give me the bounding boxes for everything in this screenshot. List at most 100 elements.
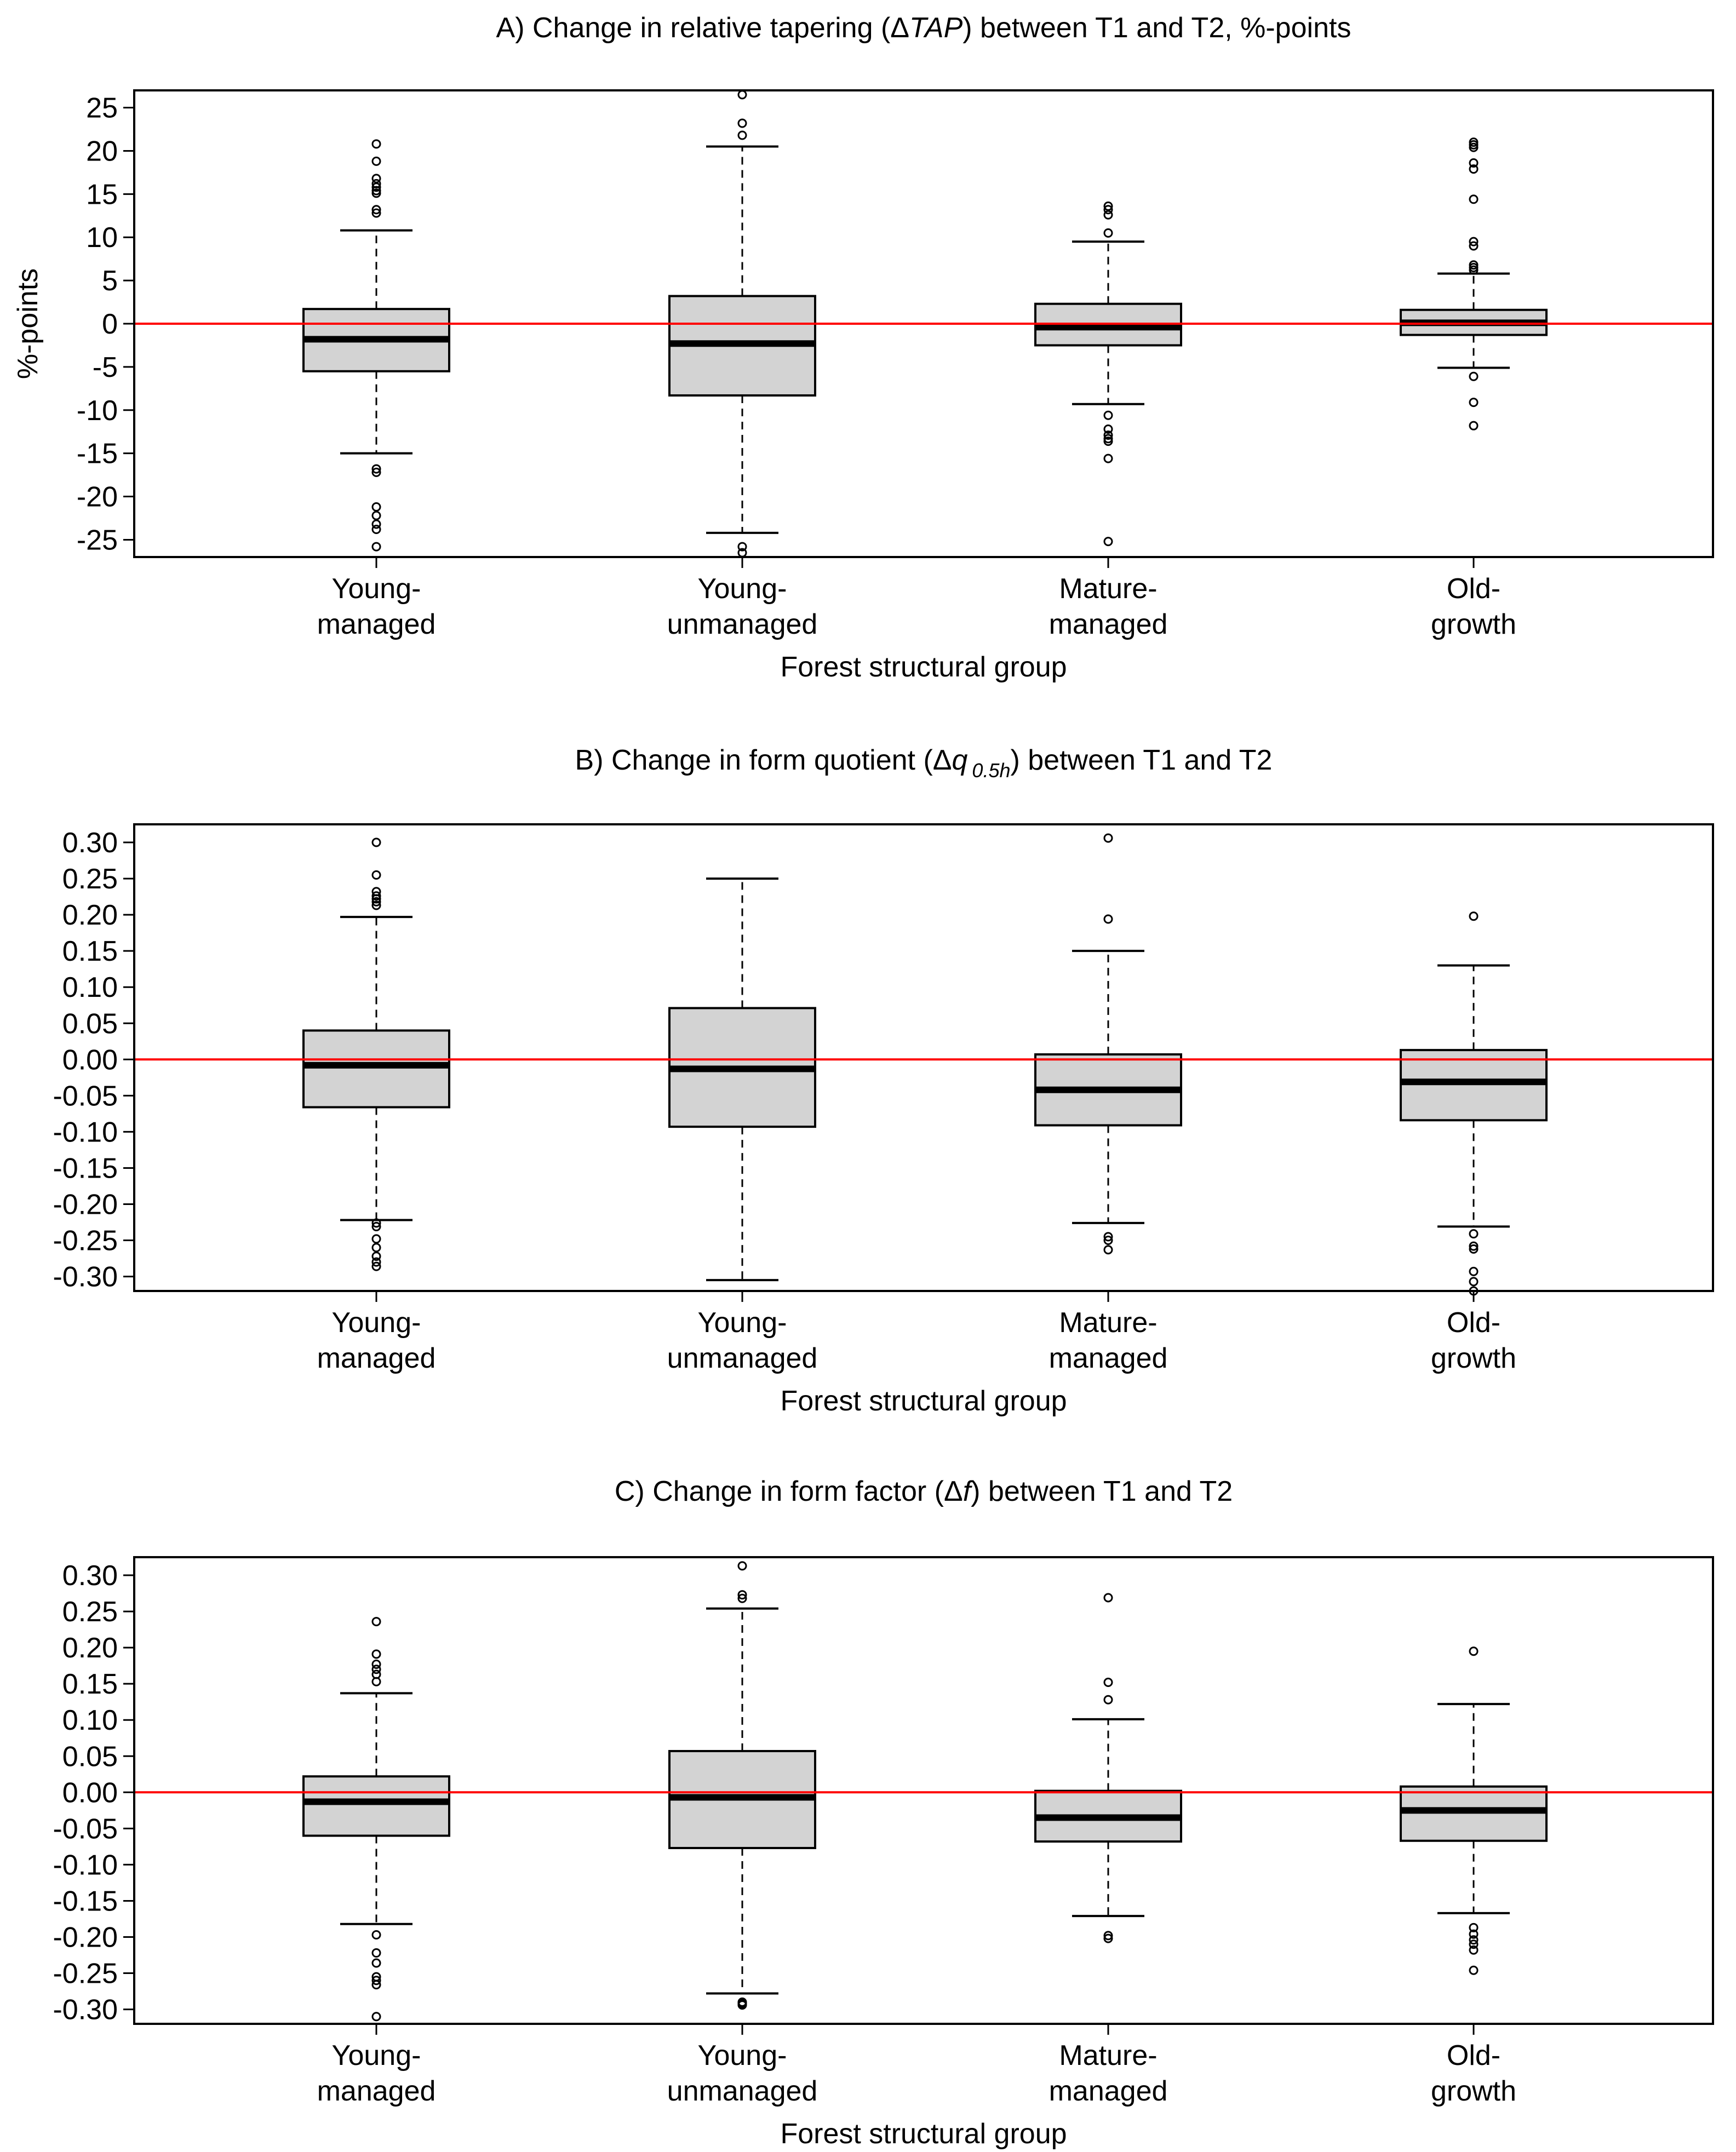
outlier-point (371, 1617, 381, 1627)
outlier-point (1103, 454, 1113, 463)
outlier-point (1469, 142, 1479, 152)
box-group (1034, 201, 1182, 547)
outlier-point (371, 156, 381, 166)
outlier-point (1469, 398, 1479, 408)
outlier-point (737, 1561, 747, 1571)
box-group (668, 1561, 816, 2010)
outlier-point (737, 2000, 747, 2010)
y-tick-label: -0.25 (53, 1225, 118, 1257)
x-tick-label: Young- (332, 573, 421, 605)
y-tick-label: -15 (77, 438, 118, 470)
outlier-point (737, 1593, 747, 1603)
outlier-point (1103, 228, 1113, 238)
outlier-point (371, 870, 381, 880)
outlier-point (371, 188, 381, 198)
y-tick-label: -0.15 (53, 1885, 118, 1917)
title-symbol: f (963, 1476, 973, 1507)
box-group (302, 837, 450, 1271)
plot-frame (133, 89, 1714, 558)
outlier-point (371, 1958, 381, 1968)
outlier-point (1103, 1678, 1113, 1688)
outlier-point (371, 208, 381, 218)
outlier-point (1469, 1939, 1479, 1949)
box-group (1400, 911, 1548, 1296)
x-tick-label: Young- (332, 2040, 421, 2071)
title-suffix: ) between T1 and T2, %-points (962, 12, 1351, 44)
title-prefix: C) Change in form factor (Δ (615, 1476, 963, 1507)
outlier-point (371, 1221, 381, 1231)
x-tick-label: Young- (698, 2040, 787, 2071)
outlier-point (1469, 1646, 1479, 1656)
outlier-point (1103, 914, 1113, 924)
box-group (668, 877, 816, 1282)
outlier-point (1103, 1593, 1113, 1603)
outlier-point (1469, 371, 1479, 381)
title-subscript: 0.5h (972, 759, 1010, 782)
y-tick-label: -20 (77, 481, 118, 513)
outlier-point (1469, 237, 1479, 246)
title-prefix: B) Change in form quotient (Δ (575, 744, 952, 776)
outlier-point (371, 1261, 381, 1271)
outlier-point (371, 464, 381, 474)
outlier-point (371, 1677, 381, 1686)
outlier-point (371, 1659, 381, 1669)
y-tick-label: -0.15 (53, 1152, 118, 1184)
outlier-point (371, 2012, 381, 2022)
x-axis-label: Forest structural group (780, 651, 1067, 683)
y-tick-label: 0.05 (62, 1741, 118, 1772)
outlier-point (371, 1649, 381, 1659)
y-tick-label: -0.05 (53, 1813, 118, 1845)
outlier-point (371, 1218, 381, 1228)
outlier-point (1103, 201, 1113, 211)
x-tick-label: managed (317, 1342, 436, 1374)
y-tick-label: 0.00 (62, 1044, 118, 1076)
y-tick-label: 0 (102, 308, 118, 340)
y-tick-label: 0.20 (62, 1632, 118, 1664)
box-group (1400, 1646, 1548, 1975)
outlier-point (371, 174, 381, 183)
y-tick-label: -10 (77, 395, 118, 427)
title-suffix: ) between T1 and T2 (1011, 744, 1273, 776)
panel-b: B) Change in form quotient (Δq 0.5h) betw… (53, 744, 1714, 1417)
outlier-point (1469, 1229, 1479, 1239)
y-tick-label: -0.25 (53, 1958, 118, 1990)
y-tick-label: 0.30 (62, 1560, 118, 1592)
outlier-point (1469, 1277, 1479, 1287)
y-tick-label: 0.25 (62, 1596, 118, 1628)
outlier-point (737, 130, 747, 140)
y-axis-label: %-points (12, 268, 44, 379)
y-tick-label: 5 (102, 265, 118, 297)
outlier-point (1469, 194, 1479, 204)
y-tick-label: 20 (86, 135, 118, 167)
x-tick-label: managed (1049, 1342, 1168, 1374)
box-group (302, 1617, 450, 2022)
y-tick-label: 0.00 (62, 1777, 118, 1809)
y-tick-label: 25 (86, 93, 118, 124)
outlier-point (371, 542, 381, 552)
x-tick-label: unmanaged (667, 1342, 818, 1374)
outlier-point (1469, 1923, 1479, 1932)
outlier-point (1469, 1965, 1479, 1975)
outlier-point (371, 1243, 381, 1253)
outlier-point (371, 900, 381, 910)
outlier-point (1469, 1929, 1479, 1939)
outlier-point (1469, 241, 1479, 251)
outlier-point (371, 1234, 381, 1244)
panel-a: A) Change in relative tapering (ΔTAP) be… (12, 12, 1714, 683)
y-tick-label: 0.25 (62, 863, 118, 895)
box-group (1034, 1593, 1182, 1943)
outlier-point (1103, 410, 1113, 420)
outlier-point (1103, 431, 1113, 440)
x-tick-label: managed (317, 609, 436, 640)
x-axis-label: Forest structural group (780, 1385, 1067, 1417)
outlier-point (1103, 205, 1113, 215)
x-tick-label: growth (1431, 609, 1516, 640)
outlier-point (1103, 1236, 1113, 1246)
outlier-point (371, 139, 381, 149)
outlier-point (371, 1948, 381, 1958)
y-tick-label: 0.30 (62, 827, 118, 859)
title-symbol: q (952, 744, 968, 776)
y-tick-label: 0.10 (62, 972, 118, 1003)
panel-title: B) Change in form quotient (Δq 0.5h) betw… (575, 744, 1273, 782)
x-tick-label: Mature- (1059, 573, 1157, 605)
